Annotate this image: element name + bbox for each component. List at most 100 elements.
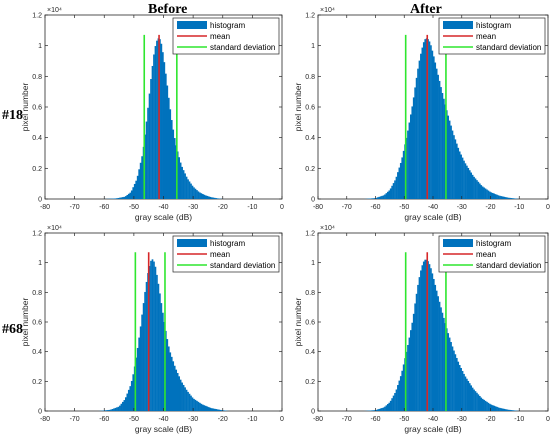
legend-swatch-histogram [443, 21, 473, 29]
histogram-bar [422, 42, 425, 199]
histogram-bar [506, 409, 508, 411]
histogram-panel-18-before: -80 -70 -60 -50 -40 -30 -20 -10 0 0 0.2 0.4 0.6 0.8 1 1… [20, 7, 284, 222]
histogram-bar [438, 80, 441, 199]
histogram-bar [480, 185, 483, 199]
histogram-panel-68-after: -80 -70 -60 -50 -40 -30 -20 -10 0 0 0.2 0.4 0.6 0.8 1 1… [293, 225, 550, 434]
histogram-bar [496, 194, 498, 199]
y-tick-label: 1 [38, 260, 42, 267]
histogram-bar [460, 154, 462, 199]
histogram-bar [132, 187, 135, 199]
histogram-bar [173, 365, 176, 411]
histogram-bar [107, 410, 109, 411]
x-tick-label: -10 [247, 416, 257, 423]
histogram-bar [407, 344, 409, 411]
histogram-bar [507, 409, 510, 411]
histogram-bar [144, 134, 146, 199]
histogram-bar [159, 293, 161, 411]
histogram-bar [414, 87, 416, 199]
histogram-bar [431, 50, 434, 200]
histogram-bar [401, 370, 404, 411]
histogram-bar [175, 369, 178, 411]
histogram-bar [484, 400, 487, 411]
histogram-bar [375, 197, 378, 199]
x-tick-label: -80 [313, 204, 323, 211]
legend: histogram mean standard deviation [172, 235, 280, 273]
legend-entry-label: standard deviation [210, 261, 275, 270]
legend-swatch-histogram [443, 239, 473, 247]
histogram-panel-18-after: -80 -70 -60 -50 -40 -30 -20 -10 0 0 0.2 0.4 0.6 0.8 1 1… [293, 7, 550, 222]
y-tick-label: 1.2 [305, 13, 315, 20]
histogram-bar [387, 191, 389, 199]
histogram-bar [457, 361, 460, 411]
histogram-bar [461, 157, 464, 199]
histogram-bar [159, 39, 161, 200]
x-tick-label: -10 [247, 204, 257, 211]
histogram-bar [506, 197, 508, 199]
legend-entry-label: standard deviation [476, 43, 541, 52]
histogram-bar [477, 181, 480, 199]
histogram-bar [212, 197, 215, 199]
histogram-bar [510, 410, 513, 411]
histogram-bar [209, 407, 212, 411]
histogram-bar [116, 407, 118, 411]
histogram-bar [430, 268, 432, 411]
histogram-bar [391, 185, 393, 199]
legend-entry-label: standard deviation [476, 261, 541, 270]
histogram-bar [124, 397, 127, 411]
histogram-bar [474, 391, 477, 411]
histogram-bar [483, 187, 485, 199]
histogram-bar [493, 405, 496, 411]
histogram-bar [162, 312, 164, 411]
histogram-bar [216, 198, 219, 199]
legend: histogram mean standard deviation [438, 17, 546, 55]
x-tick-label: -60 [99, 416, 109, 423]
histogram-bar [136, 175, 139, 199]
x-axis-label: gray scale (dB) [404, 212, 461, 222]
x-tick-label: -60 [370, 416, 380, 423]
histogram-bar [163, 62, 166, 200]
histogram-bar [376, 197, 379, 199]
y-axis-label: pixel number [20, 298, 30, 347]
histogram-bar [379, 196, 382, 199]
histogram-bar [157, 283, 160, 411]
histogram-bar [471, 174, 474, 199]
histogram-bar [499, 407, 501, 411]
x-tick-label: -50 [129, 204, 139, 211]
histogram-bar [509, 409, 511, 411]
histogram-bar [389, 400, 392, 411]
histogram-bar [491, 405, 494, 411]
histogram-bar [494, 406, 497, 411]
histogram-bar [196, 190, 198, 199]
histogram-bar [162, 52, 164, 199]
histogram-bar [153, 54, 155, 199]
y-tick-label: 1.2 [305, 231, 315, 238]
histogram-bar [405, 351, 408, 411]
histogram-bar [207, 196, 210, 199]
histogram-bar [199, 402, 201, 411]
histogram-bar [122, 401, 124, 411]
histogram-bar [117, 197, 120, 199]
histogram-bar [184, 173, 186, 199]
histogram-bar [126, 194, 129, 199]
histogram-bar [369, 410, 372, 411]
x-tick-label: -10 [514, 416, 524, 423]
histogram-bar [207, 407, 210, 411]
x-tick-label: -80 [40, 204, 50, 211]
histogram-bar [438, 301, 441, 411]
histogram-bar [204, 405, 207, 411]
histogram-bar [504, 197, 507, 199]
histogram-bar [369, 198, 372, 199]
histogram-bar [206, 195, 209, 199]
histogram-bar [117, 406, 120, 411]
x-axis-label: gray scale (dB) [135, 424, 192, 434]
histogram-bar [420, 270, 422, 411]
histogram-bar [164, 330, 167, 411]
histogram-bar [374, 198, 376, 199]
histogram-bar [479, 395, 481, 411]
histogram-bar [435, 290, 438, 411]
histogram-bar [372, 410, 375, 411]
legend-entry-label: histogram [476, 21, 511, 30]
x-tick-label: -30 [457, 416, 467, 423]
histogram-bar [490, 192, 493, 199]
